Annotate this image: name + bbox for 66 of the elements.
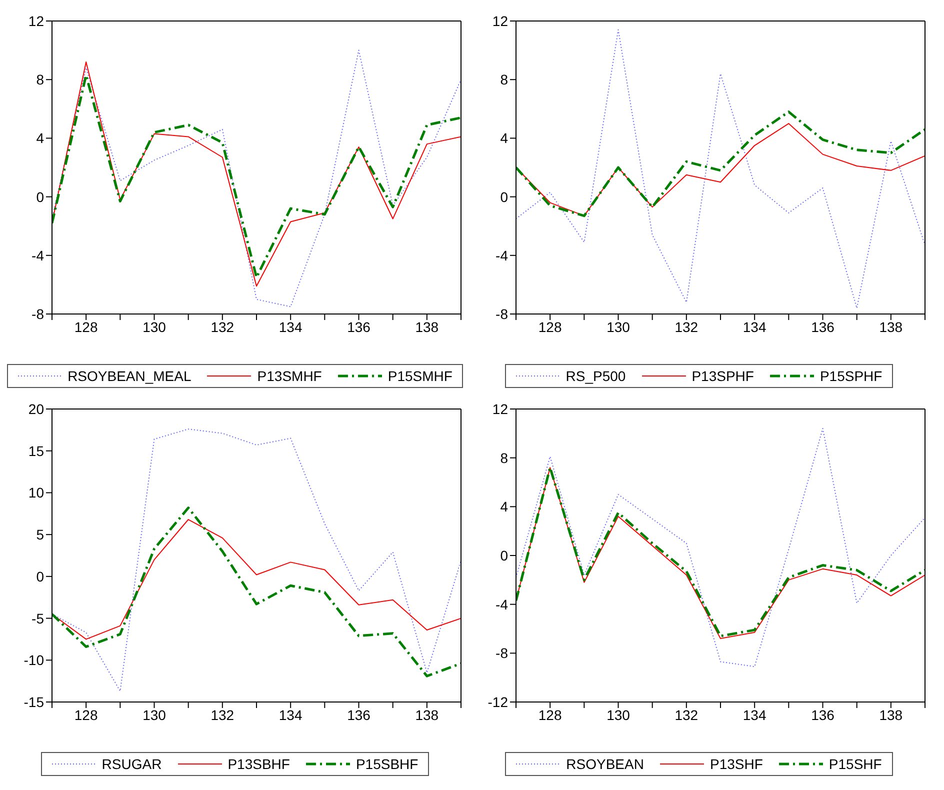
y-tick-label: 4: [500, 498, 508, 515]
y-tick-label: -15: [24, 694, 44, 710]
y-tick-label: 0: [500, 547, 508, 564]
x-tick-label: 138: [415, 318, 439, 335]
y-tick-label: 12: [492, 12, 508, 29]
legend-label: RSOYBEAN_MEAL: [68, 368, 192, 384]
x-tick-label: 130: [142, 318, 166, 335]
x-tick-label: 128: [74, 706, 98, 723]
x-tick-label: 136: [347, 706, 371, 723]
x-tick-label: 136: [347, 318, 371, 335]
legend-label: P15SBHF: [356, 756, 418, 772]
legend-label: P13SHF: [710, 756, 763, 772]
x-tick-label: 136: [811, 706, 835, 723]
legend-label: P15SHF: [828, 756, 882, 772]
x-tick-label: 136: [811, 318, 835, 335]
y-tick-label: -5: [32, 610, 44, 626]
legend-label: P13SPHF: [692, 368, 754, 384]
y-tick-label: 0: [36, 188, 44, 205]
y-tick-label: 4: [36, 130, 44, 146]
x-tick-label: 132: [674, 318, 698, 335]
x-tick-label: 128: [538, 706, 562, 723]
x-tick-label: 128: [538, 318, 562, 335]
legend-label: RSOYBEAN: [566, 756, 644, 772]
x-tick-label: 138: [415, 706, 439, 723]
y-tick-label: -4: [496, 596, 508, 612]
legend-label: RS_P500: [566, 368, 626, 384]
y-tick-label: -8: [32, 306, 44, 322]
y-tick-label: 12: [492, 400, 508, 417]
y-tick-label: -10: [24, 652, 44, 668]
legend-label: P15SMHF: [388, 368, 452, 384]
y-tick-label: -8: [496, 645, 508, 662]
x-tick-label: 132: [210, 318, 234, 335]
x-tick-label: 134: [278, 706, 302, 723]
y-tick-label: 15: [28, 442, 44, 459]
y-tick-label: 0: [36, 568, 44, 584]
y-tick-label: -12: [488, 694, 508, 710]
y-tick-label: 20: [28, 400, 44, 417]
x-tick-label: 132: [210, 706, 234, 723]
y-tick-label: -8: [496, 306, 508, 322]
y-tick-label: 8: [36, 72, 44, 88]
legend-label: RSUGAR: [102, 756, 162, 772]
legend-label: P15SPHF: [820, 368, 882, 384]
y-tick-label: -4: [496, 247, 508, 264]
x-tick-label: 134: [742, 706, 766, 723]
x-tick-label: 138: [879, 706, 903, 723]
x-tick-label: 130: [142, 706, 166, 723]
x-tick-label: 132: [674, 706, 698, 723]
x-tick-label: 130: [606, 706, 630, 723]
y-tick-label: 8: [500, 72, 508, 88]
y-tick-label: 10: [28, 484, 44, 501]
x-tick-label: 134: [278, 318, 302, 335]
legend-label: P13SBHF: [228, 756, 290, 772]
y-tick-label: 5: [36, 526, 44, 543]
x-tick-label: 138: [879, 318, 903, 335]
line-series: [516, 29, 925, 309]
line-series: [516, 428, 925, 668]
y-tick-label: 4: [500, 130, 508, 146]
y-tick-label: -4: [32, 247, 44, 264]
line-series: [52, 506, 461, 678]
x-tick-label: 134: [742, 318, 766, 335]
x-tick-label: 128: [74, 318, 98, 335]
legend-label: P13SMHF: [257, 368, 322, 384]
y-tick-label: 12: [28, 12, 44, 29]
x-tick-label: 130: [606, 318, 630, 335]
y-tick-label: 8: [500, 450, 508, 466]
y-tick-label: 0: [500, 188, 508, 205]
